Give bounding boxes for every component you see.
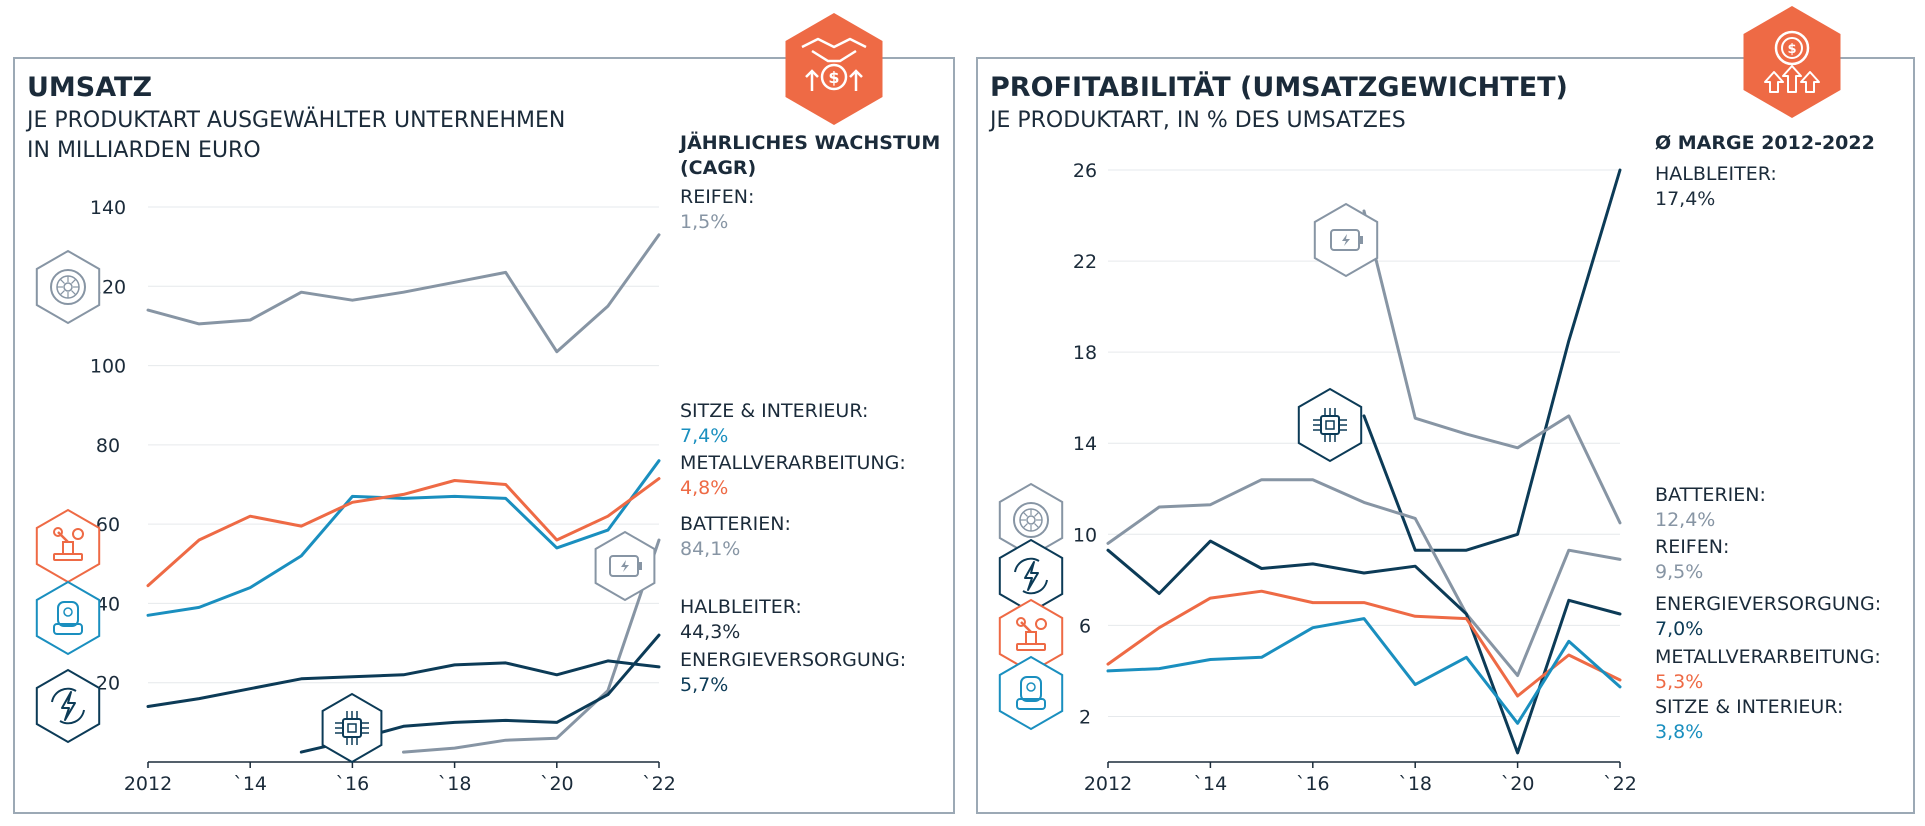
chip-icon — [321, 692, 383, 764]
series-line-batterien — [1362, 209, 1622, 525]
right-subtitle-line-1: JE PRODUKTART, IN % DES UMSATZES — [990, 108, 1406, 133]
lightning-cycle-icon — [35, 668, 101, 744]
left-legend-energie-value: 5,7% — [680, 674, 729, 696]
left-panel — [13, 57, 955, 814]
series-line-energieversorgung — [146, 659, 661, 708]
y-tick-label: 26 — [1073, 160, 1097, 182]
series-line-metallverarbeitung — [146, 477, 661, 588]
series-line-reifen — [146, 233, 661, 354]
y-tick-label: 18 — [1073, 342, 1097, 364]
right-legend-metall-value: 5,3% — [1655, 671, 1704, 693]
right-title: PROFITABILITÄT (UMSATZGEWICHTET) — [990, 72, 1568, 103]
x-tick-label: 2012 — [1084, 773, 1132, 795]
left-legend-energie-label: ENERGIEVERSORGUNG: — [680, 649, 907, 671]
x-tick-label: `22 — [642, 773, 676, 795]
series-line-halbleiter — [1362, 168, 1622, 552]
x-tick-label: 2012 — [124, 773, 172, 795]
right-legend-sitze-label: SITZE & INTERIEUR: — [1655, 696, 1844, 718]
left-legend-halbleiter-value: 44,3% — [680, 621, 741, 643]
left-legend-batterien-label: BATTERIEN: — [680, 513, 791, 535]
y-tick-label: 2 — [1079, 706, 1091, 728]
right-legend-reifen-value: 9,5% — [1655, 561, 1704, 583]
left-legend-metall-label: METALLVERARBEITUNG: — [680, 452, 906, 474]
y-tick-label: 6 — [1079, 615, 1091, 637]
y-tick-label: 40 — [96, 593, 120, 615]
left-legend-metall-value: 4,8% — [680, 477, 729, 499]
tire-icon — [998, 482, 1064, 558]
left-subtitle-line-1: JE PRODUKTART AUSGEWÄHLTER UNTERNEHMEN — [27, 108, 566, 133]
handshake-money-icon: $ — [785, 13, 883, 125]
left-legend-halbleiter-label: HALBLEITER: — [680, 596, 802, 618]
right-legend-reifen-label: REIFEN: — [1655, 536, 1730, 558]
x-tick-label: `16 — [336, 773, 370, 795]
x-tick-label: `16 — [1296, 773, 1330, 795]
x-tick-label: `22 — [1603, 773, 1637, 795]
y-tick-label: 80 — [96, 435, 120, 457]
right-legend-energie-label: ENERGIEVERSORGUNG: — [1655, 593, 1882, 615]
y-tick-label: 20 — [96, 673, 120, 695]
y-tick-label: 140 — [90, 197, 126, 219]
y-tick-label: 14 — [1073, 433, 1097, 455]
left-title: UMSATZ — [27, 72, 153, 103]
right-legend-halbleiter-label: HALBLEITER: — [1655, 163, 1777, 185]
robot-arm-icon — [35, 508, 101, 584]
left-legend-batterien-value: 84,1% — [680, 538, 741, 560]
right-panel — [976, 57, 1915, 814]
left-legend-sitze-value: 7,4% — [680, 425, 729, 447]
tire-icon — [35, 249, 101, 325]
icons-layer: $$ — [35, 6, 1841, 764]
x-tick-label: `14 — [1194, 773, 1228, 795]
lightning-cycle-icon — [998, 538, 1064, 614]
y-tick-label: 22 — [1073, 251, 1097, 273]
x-tick-label: `14 — [233, 773, 267, 795]
money-growth-arrows-icon: $ — [1743, 6, 1841, 118]
series-line-batterien — [402, 538, 661, 754]
svg-text:$: $ — [828, 68, 839, 87]
y-tick-label: 100 — [90, 356, 126, 378]
series-line-reifen — [1106, 478, 1622, 677]
right-legend-sitze-value: 3,8% — [1655, 721, 1704, 743]
right-legend-halbleiter-value: 17,4% — [1655, 188, 1716, 210]
series-line-metallverarbeitung — [1106, 589, 1622, 698]
series-line-sitze-and-interieur — [1106, 617, 1622, 725]
right-legend-heading: Ø MARGE 2012-2022 — [1655, 132, 1875, 154]
right-legend-batterien-label: BATTERIEN: — [1655, 484, 1766, 506]
x-tick-label: `20 — [1501, 773, 1535, 795]
chip-icon — [1297, 387, 1363, 463]
series-line-energieversorgung — [1106, 539, 1622, 755]
x-tick-label: `18 — [438, 773, 472, 795]
right-legend-batterien-value: 12,4% — [1655, 509, 1716, 531]
car-seat-icon — [35, 580, 101, 656]
svg-text:$: $ — [1787, 42, 1796, 57]
y-tick-label: 60 — [96, 514, 120, 536]
left-legend-reifen-label: REIFEN: — [680, 186, 755, 208]
right-legend-metall-label: METALLVERARBEITUNG: — [1655, 646, 1881, 668]
series-line-sitze-and-interieur — [146, 459, 661, 617]
x-tick-label: `18 — [1398, 773, 1432, 795]
y-tick-label: 10 — [1073, 524, 1097, 546]
car-seat-icon — [998, 655, 1064, 731]
battery-icon — [594, 530, 656, 602]
x-tick-label: `20 — [540, 773, 574, 795]
left-legend-heading-1: JÄHRLICHES WACHSTUM — [680, 132, 941, 154]
battery-icon — [1313, 202, 1379, 278]
left-legend-heading-2: (CAGR) — [680, 157, 757, 179]
left-legend-reifen-value: 1,5% — [680, 211, 729, 233]
left-subtitle-line-2: IN MILLIARDEN EURO — [27, 138, 261, 163]
robot-arm-icon — [998, 598, 1064, 674]
left-legend-sitze-label: SITZE & INTERIEUR: — [680, 400, 869, 422]
right-legend-energie-value: 7,0% — [1655, 618, 1704, 640]
